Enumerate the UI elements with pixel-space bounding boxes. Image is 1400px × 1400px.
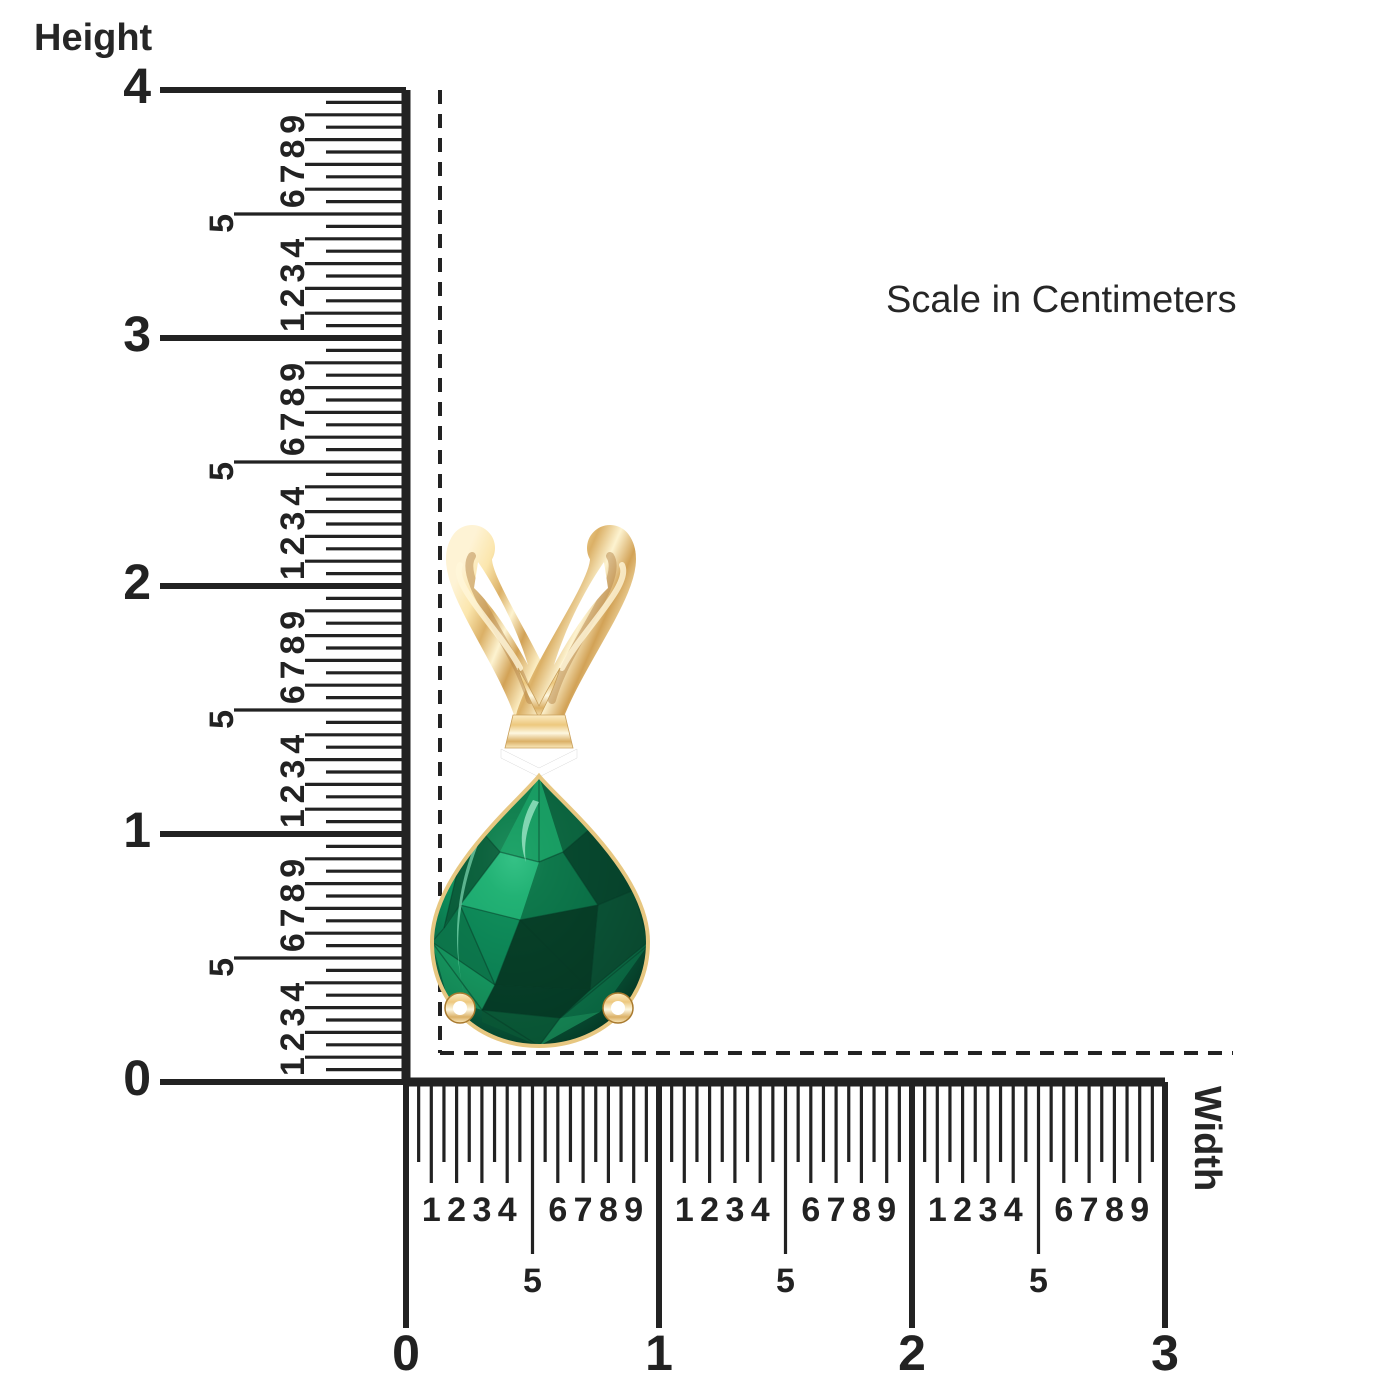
svg-text:3: 3 <box>274 760 312 779</box>
svg-text:Height: Height <box>34 17 153 59</box>
svg-text:4: 4 <box>498 1191 517 1229</box>
svg-text:2: 2 <box>123 554 151 610</box>
svg-text:9: 9 <box>274 363 312 382</box>
svg-text:8: 8 <box>274 140 312 159</box>
svg-text:8: 8 <box>852 1191 871 1229</box>
svg-text:2: 2 <box>700 1191 719 1229</box>
svg-text:5: 5 <box>523 1262 542 1300</box>
svg-text:4: 4 <box>1004 1191 1023 1229</box>
svg-text:4: 4 <box>274 487 312 506</box>
svg-text:9: 9 <box>274 115 312 134</box>
svg-text:4: 4 <box>123 58 151 114</box>
svg-text:1: 1 <box>645 1325 673 1381</box>
svg-text:8: 8 <box>1105 1191 1124 1229</box>
svg-text:6: 6 <box>274 189 312 208</box>
svg-text:3: 3 <box>1151 1325 1179 1381</box>
svg-text:3: 3 <box>274 512 312 531</box>
svg-text:3: 3 <box>978 1191 997 1229</box>
svg-text:8: 8 <box>274 636 312 655</box>
svg-text:2: 2 <box>447 1191 466 1229</box>
svg-text:7: 7 <box>274 908 312 927</box>
svg-text:5: 5 <box>203 214 241 233</box>
svg-text:9: 9 <box>274 859 312 878</box>
svg-text:4: 4 <box>274 735 312 754</box>
svg-text:1: 1 <box>274 809 312 828</box>
svg-text:9: 9 <box>1130 1191 1149 1229</box>
svg-text:5: 5 <box>203 958 241 977</box>
svg-text:6: 6 <box>1054 1191 1073 1229</box>
svg-text:2: 2 <box>274 288 312 307</box>
svg-text:3: 3 <box>274 1008 312 1027</box>
svg-text:5: 5 <box>776 1262 795 1300</box>
svg-text:8: 8 <box>599 1191 618 1229</box>
svg-text:9: 9 <box>624 1191 643 1229</box>
svg-text:2: 2 <box>274 784 312 803</box>
svg-text:8: 8 <box>274 388 312 407</box>
svg-text:9: 9 <box>274 611 312 630</box>
svg-text:7: 7 <box>574 1191 593 1229</box>
svg-text:4: 4 <box>274 239 312 258</box>
svg-text:0: 0 <box>392 1325 420 1381</box>
svg-text:Width: Width <box>1186 1086 1228 1191</box>
svg-text:1: 1 <box>675 1191 694 1229</box>
svg-text:3: 3 <box>274 264 312 283</box>
svg-text:0: 0 <box>123 1050 151 1106</box>
svg-text:2: 2 <box>274 536 312 555</box>
svg-text:5: 5 <box>203 710 241 729</box>
svg-text:2: 2 <box>898 1325 926 1381</box>
svg-text:6: 6 <box>274 685 312 704</box>
svg-text:9: 9 <box>877 1191 896 1229</box>
svg-text:Scale in Centimeters: Scale in Centimeters <box>886 279 1237 321</box>
svg-text:4: 4 <box>274 983 312 1002</box>
svg-text:1: 1 <box>422 1191 441 1229</box>
svg-text:5: 5 <box>203 462 241 481</box>
svg-text:7: 7 <box>827 1191 846 1229</box>
svg-text:7: 7 <box>274 412 312 431</box>
svg-text:5: 5 <box>1029 1262 1048 1300</box>
svg-text:2: 2 <box>953 1191 972 1229</box>
svg-text:3: 3 <box>123 306 151 362</box>
svg-text:1: 1 <box>274 1057 312 1076</box>
svg-text:2: 2 <box>274 1032 312 1051</box>
svg-text:7: 7 <box>274 660 312 679</box>
svg-text:1: 1 <box>274 313 312 332</box>
svg-text:6: 6 <box>274 437 312 456</box>
svg-text:1: 1 <box>274 561 312 580</box>
svg-text:6: 6 <box>274 933 312 952</box>
svg-text:7: 7 <box>1080 1191 1099 1229</box>
svg-text:1: 1 <box>928 1191 947 1229</box>
svg-text:4: 4 <box>751 1191 770 1229</box>
svg-text:3: 3 <box>725 1191 744 1229</box>
svg-text:1: 1 <box>123 802 151 858</box>
svg-text:6: 6 <box>548 1191 567 1229</box>
svg-text:7: 7 <box>274 164 312 183</box>
svg-text:8: 8 <box>274 884 312 903</box>
svg-text:3: 3 <box>472 1191 491 1229</box>
svg-text:6: 6 <box>801 1191 820 1229</box>
